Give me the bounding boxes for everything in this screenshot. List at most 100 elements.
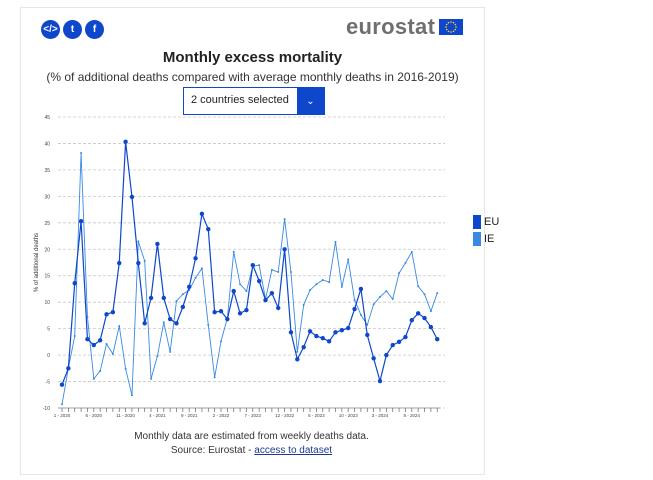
data-point-eu: [276, 305, 281, 311]
y-tick-label: 15: [44, 274, 50, 280]
data-point-eu: [365, 332, 370, 338]
data-point-eu: [206, 226, 211, 232]
data-point-eu: [231, 288, 236, 294]
data-point-ie: [156, 355, 159, 358]
data-point-ie: [258, 264, 261, 267]
data-point-eu: [295, 357, 300, 362]
data-point-eu: [333, 330, 338, 335]
data-point-eu: [199, 211, 205, 217]
data-point-ie: [213, 376, 216, 379]
data-point-eu: [263, 297, 268, 303]
chart-card: </> t f eurostat Monthly excess mortalit…: [20, 7, 499, 475]
dataset-link[interactable]: access to dataset: [254, 445, 333, 456]
data-point-eu: [282, 247, 287, 252]
data-point-eu: [110, 310, 116, 315]
twitter-icon[interactable]: t: [63, 20, 82, 39]
data-point-eu: [187, 284, 192, 290]
data-point-eu: [212, 310, 217, 315]
data-point-eu: [218, 308, 224, 314]
data-point-ie: [150, 377, 153, 380]
data-point-eu: [403, 334, 408, 340]
x-tick-label: 4 - 2021: [149, 413, 166, 418]
y-tick-label: 5: [47, 327, 50, 333]
embed-icon[interactable]: </>: [41, 20, 60, 39]
data-point-eu: [307, 329, 313, 334]
legend-item-eu[interactable]: EU: [473, 213, 499, 230]
legend: EU IE: [473, 213, 499, 247]
data-point-eu: [435, 337, 440, 342]
x-tick-label: 3 - 2024: [372, 413, 389, 418]
data-point-eu: [85, 337, 90, 342]
data-point-ie: [321, 278, 324, 281]
data-point-eu: [148, 295, 154, 301]
x-tick-label: 11 - 2020: [116, 413, 135, 418]
data-point-eu: [339, 328, 345, 333]
data-point-ie: [105, 342, 108, 345]
country-selector[interactable]: 2 countries selected ⌄: [183, 87, 325, 115]
x-tick-label: 8 - 2024: [404, 413, 421, 418]
x-tick-label: 6 - 2020: [86, 413, 103, 418]
data-point-ie: [391, 298, 394, 301]
data-point-eu: [371, 356, 376, 361]
data-point-eu: [167, 316, 173, 322]
data-point-eu: [244, 307, 249, 313]
data-point-eu: [117, 260, 122, 266]
data-point-ie: [220, 340, 222, 343]
data-point-ie: [429, 310, 432, 313]
legend-item-ie[interactable]: IE: [473, 230, 499, 247]
data-point-eu: [97, 338, 103, 343]
y-tick-label: 40: [44, 141, 50, 147]
data-point-ie: [353, 299, 356, 302]
series-line-ie: [61, 152, 438, 405]
data-point-eu: [314, 333, 319, 339]
data-point-eu: [396, 339, 402, 345]
y-tick-label: 35: [44, 168, 50, 174]
data-point-ie: [162, 321, 165, 324]
data-point-eu: [377, 378, 383, 384]
data-point-eu: [409, 317, 414, 323]
data-point-ie: [359, 313, 362, 316]
data-point-ie: [175, 300, 178, 303]
x-tick-label: 12 - 2022: [275, 413, 295, 418]
y-tick-label: 0: [47, 353, 50, 359]
footnote: Monthly data are estimated from weekly d…: [134, 431, 369, 442]
y-tick-label: 20: [44, 247, 50, 253]
data-point-eu: [428, 324, 434, 330]
data-point-ie: [80, 151, 83, 154]
data-point-ie: [309, 289, 312, 292]
data-point-eu: [180, 304, 186, 310]
x-tick-label: 9 - 2021: [181, 413, 198, 418]
y-axis-label: % of additional deaths: [34, 233, 40, 292]
data-point-ie: [111, 353, 114, 356]
x-tick-label: 7 - 2022: [245, 413, 262, 418]
data-point-eu: [161, 295, 166, 301]
data-point-ie: [207, 323, 210, 326]
data-point-eu: [104, 312, 109, 317]
data-point-ie: [99, 369, 102, 372]
data-point-ie: [379, 295, 381, 298]
data-point-ie: [340, 285, 343, 288]
data-point-ie: [366, 323, 369, 326]
legend-label-ie: IE: [484, 232, 495, 245]
data-point-ie: [130, 394, 133, 397]
data-point-eu: [66, 366, 71, 371]
data-point-eu: [123, 139, 128, 145]
data-point-eu: [352, 306, 357, 312]
data-point-eu: [326, 339, 332, 344]
chevron-down-icon[interactable]: ⌄: [297, 88, 324, 114]
data-point-eu: [91, 342, 97, 348]
share-buttons: </> t f: [41, 20, 104, 39]
y-tick-label: 45: [44, 115, 50, 121]
data-point-ie: [92, 377, 95, 380]
y-tick-label: 10: [44, 300, 50, 306]
data-point-ie: [137, 240, 140, 243]
facebook-icon[interactable]: f: [85, 20, 104, 39]
eurostat-logo: eurostat: [346, 14, 464, 40]
country-selector-value: 2 countries selected: [191, 94, 289, 106]
data-point-eu: [256, 278, 262, 284]
data-point-eu: [78, 219, 84, 224]
data-point-eu: [288, 330, 294, 335]
x-tick-label: 10 - 2023: [339, 413, 359, 418]
data-point-eu: [384, 352, 389, 358]
